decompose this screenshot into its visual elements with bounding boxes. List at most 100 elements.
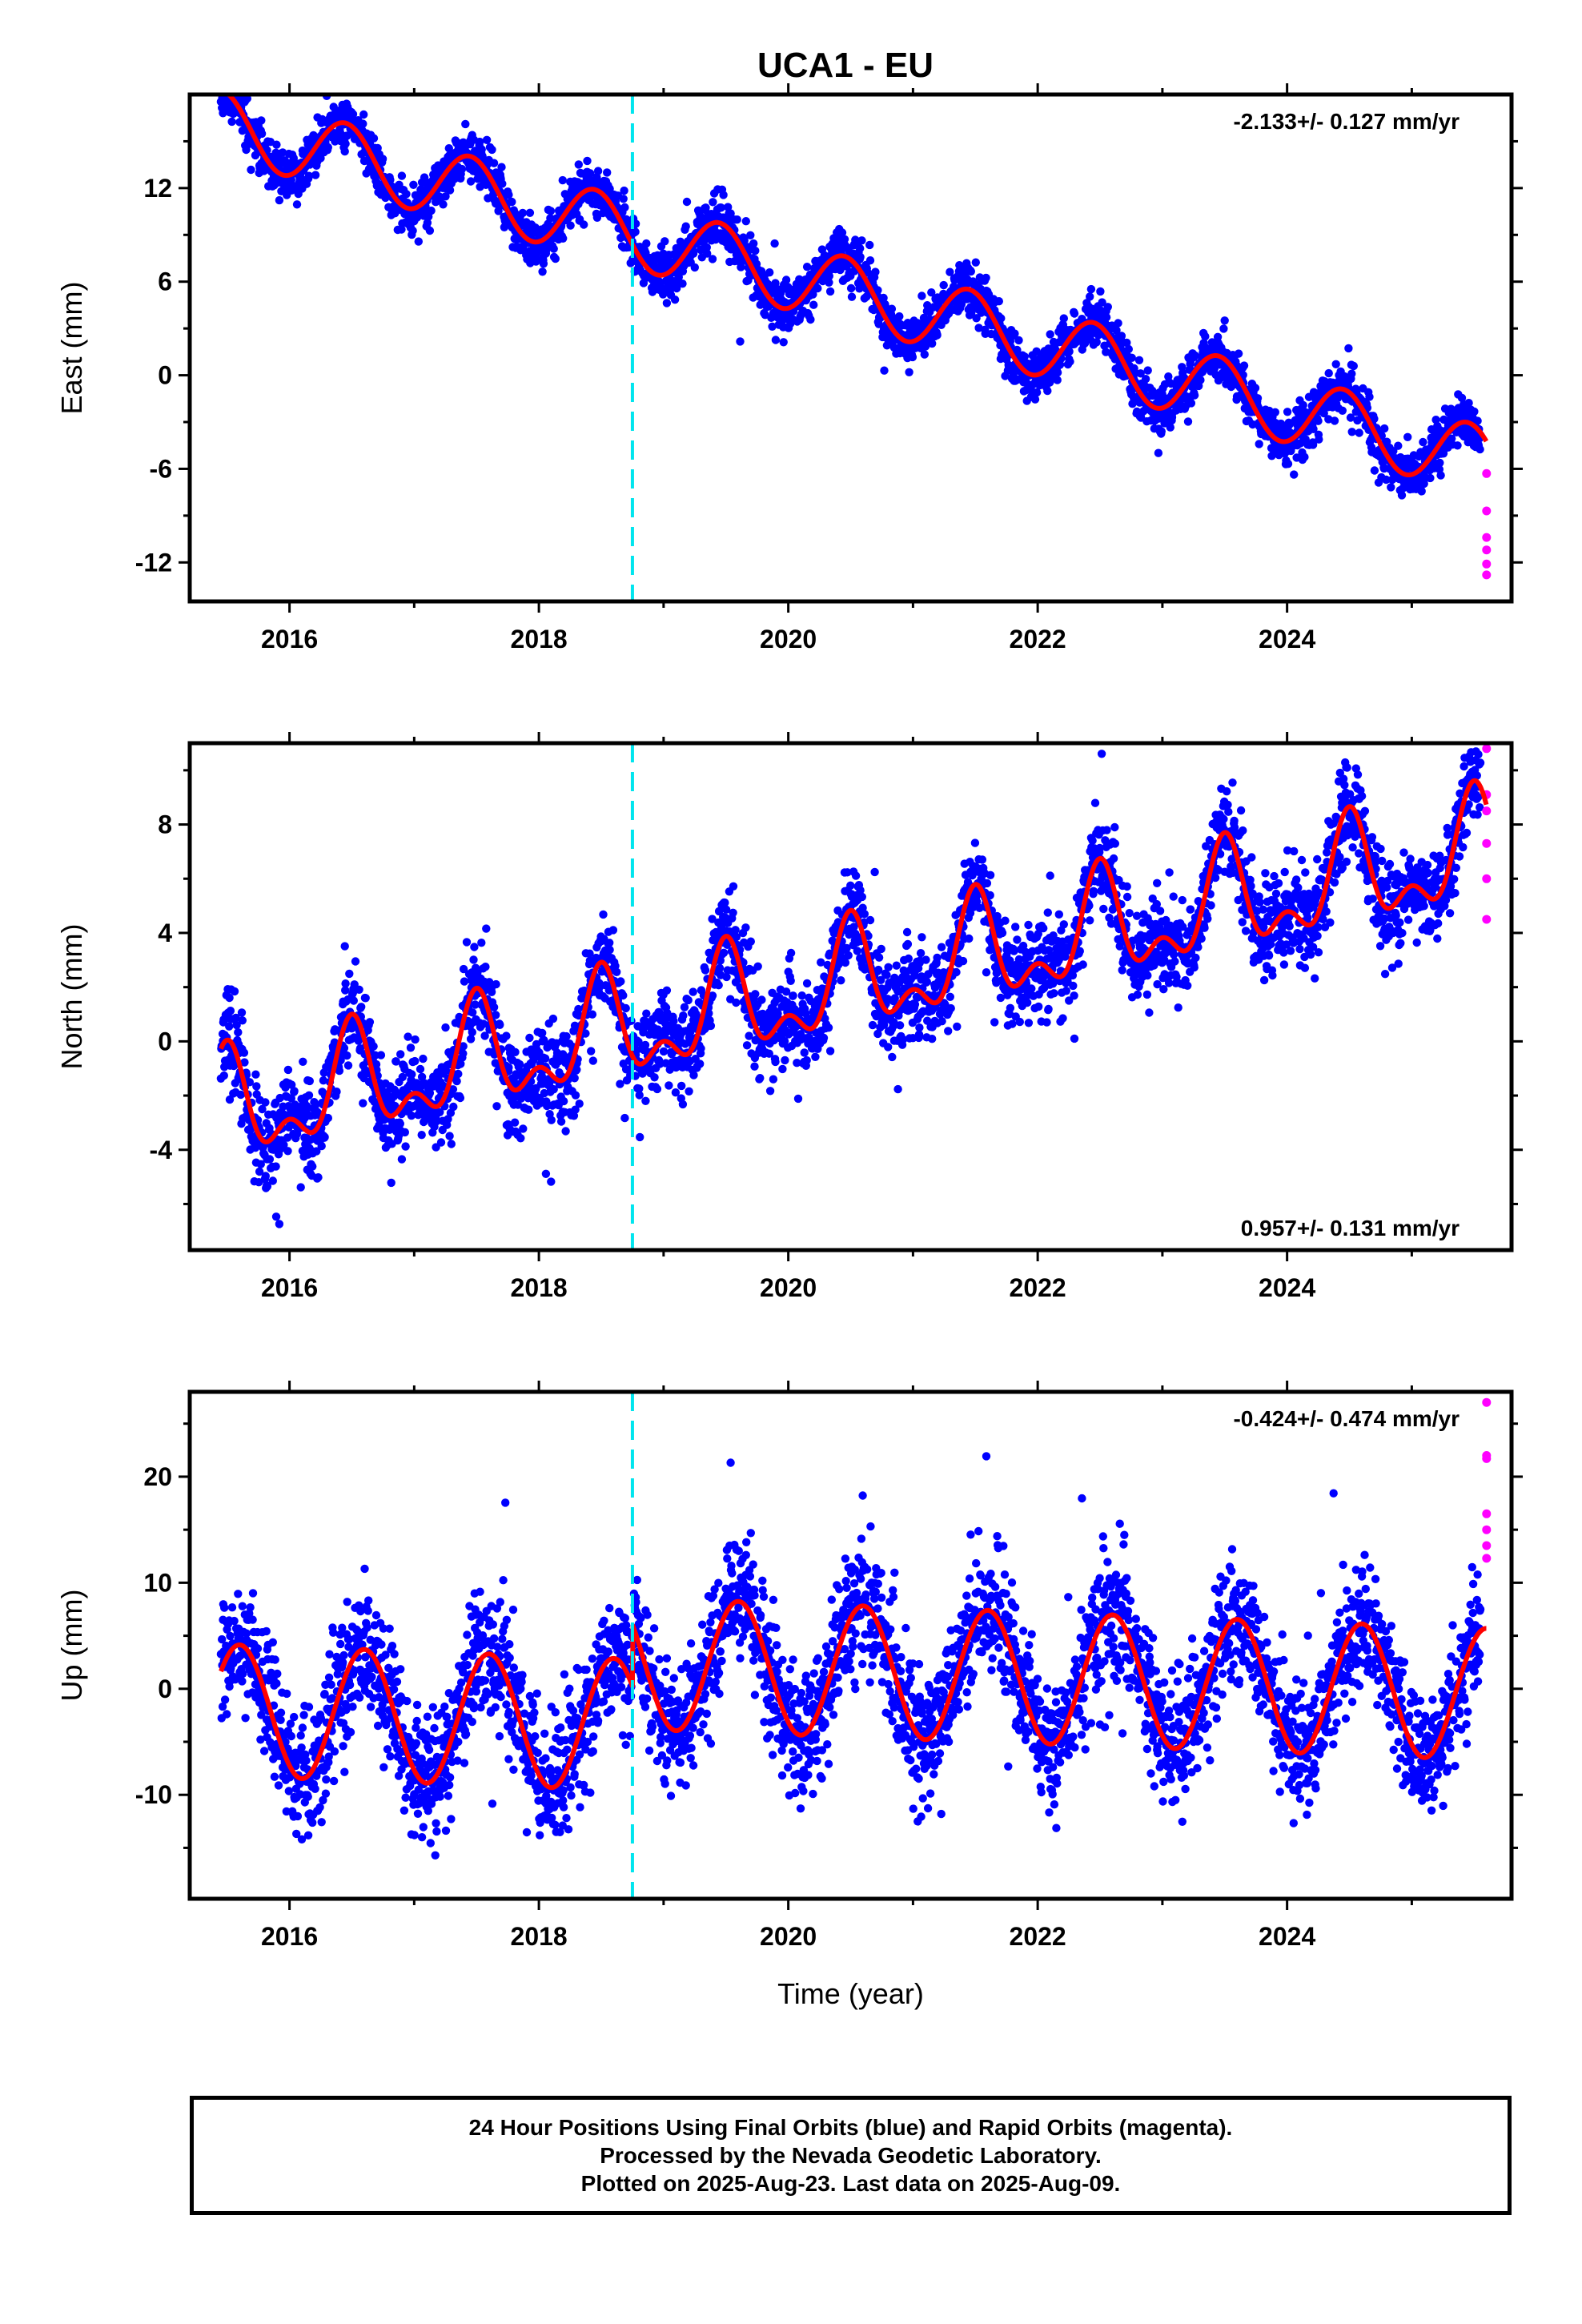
final-orbit-point <box>376 1051 386 1059</box>
final-orbit-point <box>290 1087 299 1096</box>
final-orbit-point <box>283 1065 293 1075</box>
final-orbit-point <box>1114 319 1122 328</box>
final-orbit-point <box>445 186 455 195</box>
final-orbit-point <box>1370 466 1379 475</box>
final-orbit-point <box>219 1071 228 1080</box>
final-orbit-point <box>556 1117 566 1126</box>
final-orbit-point <box>1394 441 1403 450</box>
final-orbit-point <box>856 252 865 262</box>
final-orbit-point <box>441 1023 450 1032</box>
final-orbit-point <box>1300 452 1309 461</box>
final-orbit-point <box>340 147 349 156</box>
final-orbit-point <box>461 119 470 129</box>
final-orbit-point <box>1059 314 1069 323</box>
final-orbit-point <box>857 236 866 245</box>
final-orbit-point <box>751 990 760 999</box>
final-orbit-point <box>620 186 628 195</box>
final-orbit-point <box>1219 324 1228 333</box>
final-orbit-point <box>217 79 225 87</box>
final-orbit-point <box>1330 416 1339 425</box>
final-orbit-point <box>1124 344 1134 354</box>
final-orbit-point <box>719 948 729 958</box>
final-orbit-point <box>271 1212 281 1221</box>
final-orbit-point <box>220 78 228 86</box>
final-orbit-point <box>1032 388 1042 397</box>
final-orbit-point <box>741 923 750 932</box>
final-orbit-point <box>404 1032 412 1041</box>
final-orbit-point <box>921 342 930 351</box>
final-orbit-point <box>1419 437 1427 447</box>
final-orbit-point <box>593 167 603 175</box>
final-orbit-point <box>220 84 228 92</box>
final-orbit-point <box>855 284 864 293</box>
final-orbit-point <box>1349 361 1359 371</box>
final-orbit-point <box>879 293 888 303</box>
final-orbit-point <box>359 110 368 119</box>
final-orbit-point <box>436 1138 446 1147</box>
final-orbit-point <box>1476 444 1484 454</box>
final-orbit-point <box>504 191 513 199</box>
final-orbit-point <box>927 288 936 297</box>
final-orbit-point <box>802 263 812 271</box>
final-orbit-point <box>502 1031 511 1040</box>
final-orbit-point <box>341 979 350 988</box>
final-orbit-point <box>1314 416 1323 425</box>
final-orbit-point <box>703 249 712 258</box>
final-orbit-point <box>905 368 913 376</box>
x-tick-label: 2020 <box>760 625 817 653</box>
final-orbit-point <box>341 139 350 148</box>
final-orbit-point <box>365 1018 375 1027</box>
final-orbit-point <box>662 299 672 308</box>
final-orbit-point <box>343 1061 353 1070</box>
final-orbit-point <box>717 203 725 212</box>
final-orbit-point <box>1387 483 1395 492</box>
final-orbit-point <box>272 140 281 149</box>
final-orbit-point <box>652 1084 662 1094</box>
y-tick-label: 6 <box>158 267 172 296</box>
final-orbit-point <box>320 1132 329 1142</box>
final-orbit-point <box>296 1183 305 1192</box>
final-orbit-point <box>908 352 917 362</box>
final-orbit-point <box>662 986 672 995</box>
final-orbit-point <box>729 908 737 918</box>
final-orbit-point <box>349 996 358 1005</box>
final-orbit-point <box>441 192 450 201</box>
final-orbit-point <box>320 84 328 92</box>
final-orbit-point <box>1102 313 1111 322</box>
final-orbit-point <box>741 217 750 226</box>
final-orbit-point <box>895 312 904 321</box>
final-orbit-point <box>489 1003 499 1012</box>
final-orbit-point <box>682 197 692 207</box>
final-orbit-point <box>498 179 507 188</box>
final-orbit-point <box>427 206 436 215</box>
y-tick-label: 0 <box>158 361 172 390</box>
final-orbit-point <box>871 267 880 276</box>
final-orbit-point <box>684 995 693 1005</box>
final-orbit-point <box>369 1042 378 1051</box>
final-orbit-point <box>343 1051 351 1060</box>
final-orbit-point <box>332 1088 341 1096</box>
final-orbit-point <box>420 173 429 182</box>
rapid-orbit-point <box>1482 533 1492 542</box>
final-orbit-point <box>865 240 874 250</box>
final-orbit-point <box>887 312 896 320</box>
final-orbit-point <box>489 159 499 167</box>
final-orbit-point <box>809 300 818 309</box>
final-orbit-point <box>228 78 236 86</box>
final-orbit-point <box>636 1132 644 1142</box>
final-orbit-point <box>1043 386 1052 396</box>
final-orbit-point <box>570 1074 579 1083</box>
final-orbit-point <box>670 296 680 304</box>
final-orbit-point <box>237 1008 247 1017</box>
final-orbit-point <box>304 1091 314 1100</box>
final-orbit-point <box>225 1022 234 1031</box>
y-tick-label: -6 <box>150 454 172 483</box>
final-orbit-point <box>1166 423 1175 432</box>
final-orbit-point <box>247 165 255 175</box>
final-orbit-point <box>946 267 954 276</box>
final-orbit-point <box>1436 471 1445 480</box>
final-orbit-point <box>846 283 856 293</box>
final-orbit-point <box>425 226 435 235</box>
final-orbit-point <box>551 254 560 263</box>
final-orbit-point <box>1010 329 1019 338</box>
